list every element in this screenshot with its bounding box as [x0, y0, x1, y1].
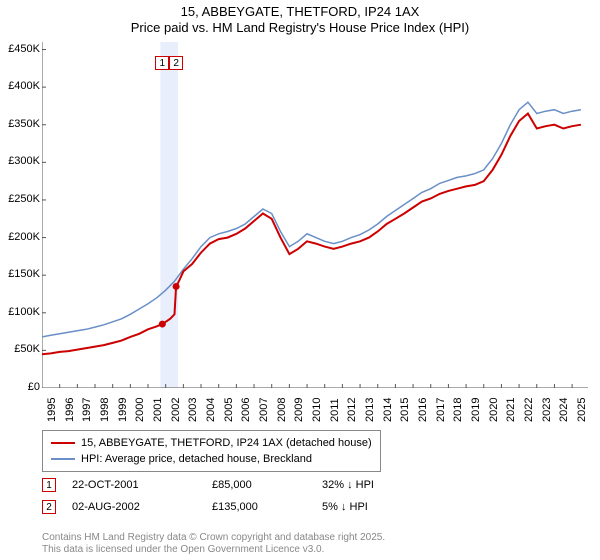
price-chart [42, 42, 588, 388]
x-tick-label: 2011 [329, 398, 341, 422]
y-tick-label: £150K [0, 268, 40, 280]
chart-container: 15, ABBEYGATE, THETFORD, IP24 1AX Price … [0, 0, 600, 560]
event-pct: 5% ↓ HPI [322, 501, 422, 513]
legend: 15, ABBEYGATE, THETFORD, IP24 1AX (detac… [42, 430, 381, 472]
event-date: 22-OCT-2001 [72, 479, 212, 491]
y-tick-label: £100K [0, 306, 40, 318]
legend-swatch [51, 458, 75, 460]
x-tick-label: 1995 [46, 398, 58, 422]
x-tick-label: 2007 [258, 398, 270, 422]
event-price: £85,000 [212, 479, 322, 491]
x-tick-label: 2020 [488, 398, 500, 422]
chart-event-marker: 2 [169, 56, 183, 70]
event-pct: 32% ↓ HPI [322, 479, 422, 491]
x-tick-label: 2002 [170, 398, 182, 422]
x-tick-label: 2004 [205, 398, 217, 422]
legend-label: HPI: Average price, detached house, Brec… [81, 453, 312, 465]
x-tick-label: 2014 [382, 398, 394, 422]
x-tick-label: 1997 [81, 398, 93, 422]
y-tick-label: £300K [0, 155, 40, 167]
sale-event-row: 1 22-OCT-2001£85,00032% ↓ HPI [42, 474, 422, 496]
legend-item: HPI: Average price, detached house, Brec… [51, 451, 372, 467]
y-tick-label: £50K [0, 343, 40, 355]
x-tick-label: 2009 [293, 398, 305, 422]
sale-event-row: 2 02-AUG-2002£135,0005% ↓ HPI [42, 496, 422, 518]
event-date: 02-AUG-2002 [72, 501, 212, 513]
x-tick-label: 1998 [99, 398, 111, 422]
x-tick-label: 2023 [541, 398, 553, 422]
title-address: 15, ABBEYGATE, THETFORD, IP24 1AX [0, 4, 600, 20]
event-marker: 1 [42, 478, 56, 492]
x-tick-label: 2019 [470, 398, 482, 422]
chart-event-marker: 1 [155, 56, 169, 70]
x-tick-label: 2015 [399, 398, 411, 422]
sale-events: 1 22-OCT-2001£85,00032% ↓ HPI 2 02-AUG-2002… [42, 474, 422, 518]
title-subtitle: Price paid vs. HM Land Registry's House … [0, 20, 600, 36]
x-tick-label: 1999 [117, 398, 129, 422]
y-tick-label: £250K [0, 193, 40, 205]
footnote-line1: Contains HM Land Registry data © Crown c… [42, 532, 385, 544]
x-tick-label: 2006 [240, 398, 252, 422]
x-tick-label: 1996 [64, 398, 76, 422]
legend-swatch [51, 442, 75, 444]
x-tick-label: 2010 [311, 398, 323, 422]
x-tick-label: 2012 [346, 398, 358, 422]
x-tick-label: 2001 [152, 398, 164, 422]
x-tick-label: 2016 [417, 398, 429, 422]
x-tick-label: 2017 [435, 398, 447, 422]
x-tick-label: 2018 [452, 398, 464, 422]
event-price: £135,000 [212, 501, 322, 513]
x-tick-label: 2003 [187, 398, 199, 422]
y-tick-label: £0 [0, 381, 40, 393]
x-tick-label: 2021 [505, 398, 517, 422]
x-tick-label: 2000 [134, 398, 146, 422]
event-marker: 2 [42, 500, 56, 514]
footnote-line2: This data is licensed under the Open Gov… [42, 544, 385, 556]
x-tick-label: 2022 [523, 398, 535, 422]
title-block: 15, ABBEYGATE, THETFORD, IP24 1AX Price … [0, 0, 600, 37]
legend-label: 15, ABBEYGATE, THETFORD, IP24 1AX (detac… [81, 437, 372, 449]
y-tick-label: £350K [0, 118, 40, 130]
x-tick-label: 2005 [223, 398, 235, 422]
legend-item: 15, ABBEYGATE, THETFORD, IP24 1AX (detac… [51, 435, 372, 451]
x-tick-label: 2024 [558, 398, 570, 422]
y-tick-label: £200K [0, 231, 40, 243]
x-tick-label: 2008 [276, 398, 288, 422]
footnote: Contains HM Land Registry data © Crown c… [42, 532, 385, 556]
x-tick-label: 2013 [364, 398, 376, 422]
y-tick-label: £450K [0, 43, 40, 55]
y-tick-label: £400K [0, 80, 40, 92]
x-tick-label: 2025 [576, 398, 588, 422]
